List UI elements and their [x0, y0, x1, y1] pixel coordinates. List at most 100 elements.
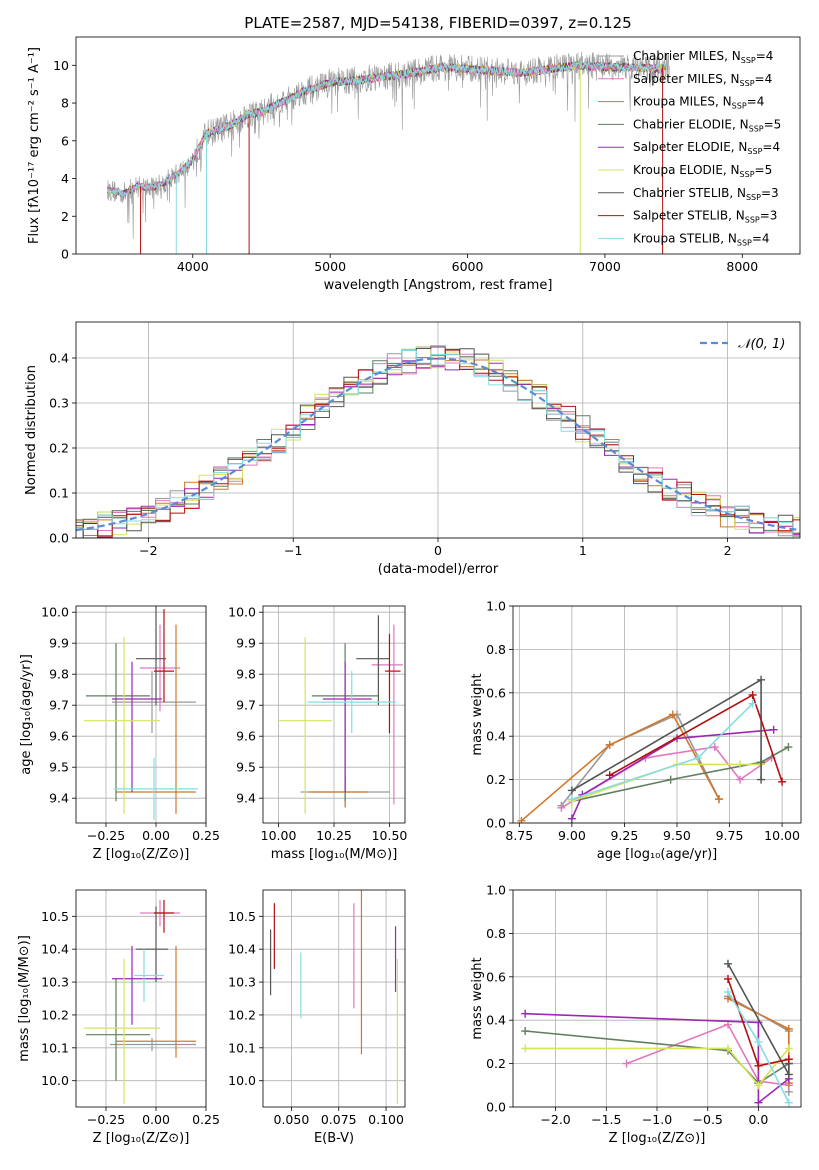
errorbar-salpeter-elodie	[322, 661, 372, 792]
legend-suffix: =3	[760, 209, 778, 223]
y-tick-label: 10.1	[41, 1040, 69, 1055]
y-tick-label: 0.0	[486, 816, 506, 831]
weight-line	[571, 746, 789, 803]
y-axis-label: mass [log₁₀(M/M⊙)]	[17, 935, 32, 1062]
y-tick-label: 0.2	[486, 772, 506, 787]
y-tick-label: 1.0	[486, 599, 506, 614]
y-tick-label: 0.2	[486, 1056, 506, 1071]
legend-suffix: =4	[752, 231, 770, 245]
y-tick-label: 10.5	[228, 909, 256, 924]
errorbar-kroupa-stelib	[114, 757, 198, 820]
y-axis-label: mass weight	[470, 957, 485, 1039]
x-axis-label: mass [log₁₀(M/M⊙)]	[271, 847, 398, 862]
axes-frame	[75, 889, 207, 1108]
y-tick-label: 9.8	[49, 667, 69, 682]
weight-series-kroupa-stelib	[567, 699, 757, 804]
x-tick-label: 9.50	[663, 828, 691, 843]
x-tick-label: 2	[724, 543, 732, 558]
legend-subscript: SSP	[732, 102, 747, 111]
legend-label: Salpeter ELODIE, N	[633, 140, 747, 154]
y-tick-label: 9.7	[49, 698, 69, 713]
weight-marker	[784, 1024, 793, 1033]
x-tick-label: 9.25	[610, 828, 638, 843]
weight-marker	[567, 786, 576, 795]
legend-entry: Salpeter ELODIE, NSSP=4	[633, 140, 780, 156]
weight-series-salpeter-stelib	[605, 690, 787, 786]
y-tick-label: 9.6	[236, 729, 256, 744]
errorbar-chabrier-miles	[112, 671, 196, 734]
weight-marker	[723, 974, 732, 983]
age-vs-mass-panel: 10.00 10.25 10.50 9.4 9.5 9.6 9.7 9.8 9.9 10.0 mas…	[228, 605, 407, 862]
x-tick-label: 0.0	[748, 1112, 768, 1127]
spectrum-line-chabrier-elodie	[107, 60, 666, 197]
weight-marker	[605, 740, 614, 749]
y-tick-label: 0.0	[486, 1100, 506, 1115]
y-tick-label: 10.3	[41, 975, 69, 990]
weight-line	[626, 1023, 789, 1087]
weight-vs-age-panel: 8.75 9.00 9.25 9.50 9.75 10.00 0.0 0.2 0.4 0.6 0.8…	[470, 599, 802, 862]
axes-frame	[75, 605, 207, 824]
y-tick-label: 0	[61, 247, 69, 262]
legend-suffix: =4	[762, 140, 780, 154]
legend-suffix: =5	[755, 163, 773, 177]
x-tick-label: −0.25	[87, 1112, 125, 1127]
weight-marker	[567, 814, 576, 823]
axes-frame	[75, 36, 801, 255]
legend-label: Salpeter MILES, N	[633, 72, 740, 86]
weight-marker	[784, 1055, 793, 1064]
weight-marker	[754, 1098, 763, 1107]
y-tick-label: 0.3	[49, 396, 69, 411]
weight-marker	[784, 743, 793, 752]
x-tick-label: −1.0	[642, 1112, 672, 1127]
y-tick-label: 2	[61, 209, 69, 224]
y-tick-label: 10.0	[41, 1073, 69, 1088]
y-tick-label: 0.6	[486, 685, 506, 700]
weight-marker	[723, 987, 732, 996]
legend-entry: Chabrier ELODIE, NSSP=5	[633, 117, 781, 133]
x-tick-label: 8000	[726, 259, 758, 274]
x-axis-label: Z [log₁₀(Z/Z⊙)]	[93, 1131, 190, 1146]
errorbar-chabrier-stelib	[356, 615, 390, 706]
legend-subscript: SSP	[741, 56, 756, 65]
x-tick-label: 0.00	[142, 828, 170, 843]
weight-marker	[521, 1009, 530, 1018]
axes-frame	[512, 605, 802, 824]
spectrum-line-chabrier-stelib	[107, 61, 666, 197]
x-tick-label: 0.100	[368, 1112, 404, 1127]
legend-suffix: =3	[761, 186, 779, 200]
errorbar-salpeter-stelib	[154, 609, 174, 703]
y-axis-label: Normed distribution	[24, 365, 39, 495]
y-tick-label: 10.0	[41, 605, 69, 620]
weight-line	[571, 763, 762, 803]
axes-frame	[512, 889, 802, 1108]
weight-marker	[757, 675, 766, 684]
x-tick-label: 10.25	[316, 828, 352, 843]
errorbar-kroupa-miles	[309, 776, 368, 808]
legend-subscript: SSP	[747, 147, 762, 156]
x-tick-label: 0.050	[274, 1112, 310, 1127]
legend-label: 𝒩(0, 1)	[738, 337, 785, 352]
weight-series-kroupa-stelib	[723, 987, 793, 1107]
spectrum-lines	[107, 51, 670, 254]
x-tick-label: 0	[434, 543, 442, 558]
errorbars	[84, 606, 198, 820]
legend-subscript: SSP	[740, 170, 755, 179]
legend-subscript: SSP	[740, 79, 755, 88]
errorbar-kroupa-elodie	[84, 959, 160, 1104]
errorbar-kroupa-elodie	[278, 637, 332, 814]
histogram-salpeter-stelib	[76, 349, 800, 538]
y-tick-label: 10	[53, 58, 69, 73]
normal-curve	[76, 357, 800, 532]
errorbar-salpeter-elodie	[112, 945, 162, 1025]
weight-line	[525, 1047, 790, 1087]
x-axis-label: wavelength [Angstrom, rest frame]	[324, 278, 553, 293]
y-axis-label: Flux [fλ10⁻¹⁷ erg cm⁻² s⁻¹ A⁻¹]	[27, 47, 42, 244]
y-tick-label: 9.5	[236, 760, 256, 775]
residual-histogram-panel: −2 −1 0 1 2 0.0 0.1 0.2 0.3 0.4 (data-model)/error…	[24, 321, 801, 577]
spectrum-line-kroupa-miles	[107, 60, 666, 196]
legend-entry: Kroupa MILES, NSSP=4	[633, 95, 764, 111]
weight-marker	[754, 1061, 763, 1070]
legend-label: Salpeter STELIB, N	[633, 209, 745, 223]
y-tick-label: 9.7	[236, 698, 256, 713]
